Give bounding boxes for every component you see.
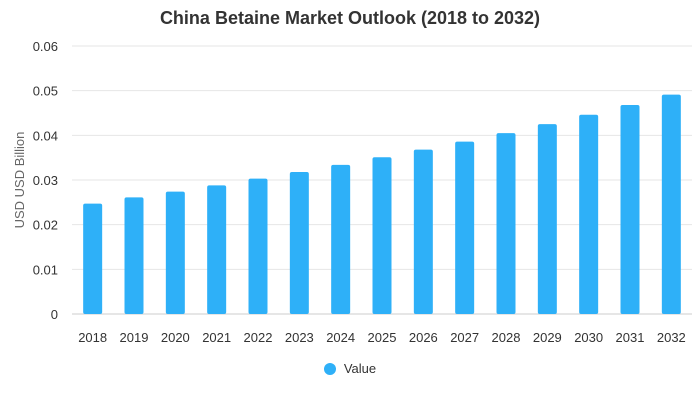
bar [207,185,227,314]
y-tick-label: 0.02 [33,218,58,233]
x-tick-label: 2019 [120,330,149,345]
x-tick-label: 2029 [533,330,562,345]
y-tick-label: 0.01 [33,262,58,277]
x-tick-label: 2027 [450,330,479,345]
bar [413,149,433,314]
x-tick-label: 2028 [492,330,521,345]
bar [455,141,475,314]
x-tick-label: 2030 [574,330,603,345]
bar [83,203,103,314]
bar [124,197,144,314]
y-tick-label: 0.04 [33,128,58,143]
y-tick-label: 0 [51,307,58,322]
legend-swatch [323,362,336,375]
bar [579,114,599,314]
bar [372,157,392,314]
y-tick-label: 0.03 [33,173,58,188]
bar [496,133,516,314]
x-tick-label: 2018 [78,330,107,345]
y-tick-label: 0.06 [33,39,58,54]
y-axis-title: USD USD Billion [12,132,27,229]
bar [537,124,557,315]
x-tick-label: 2026 [409,330,438,345]
x-tick-label: 2025 [368,330,397,345]
bar [248,178,268,314]
x-tick-label: 2021 [202,330,231,345]
bar [661,94,681,314]
x-tick-label: 2023 [285,330,314,345]
x-tick-label: 2020 [161,330,190,345]
bar [165,191,185,314]
bar [289,171,309,314]
chart-title: China Betaine Market Outlook (2018 to 20… [159,8,541,28]
y-tick-label: 0.05 [33,84,58,99]
x-tick-label: 2024 [326,330,355,345]
x-tick-label: 2032 [657,330,686,345]
legend-item-value[interactable]: Value [323,361,377,376]
x-tick-label: 2031 [616,330,645,345]
bar [331,164,351,314]
x-tick-label: 2022 [244,330,273,345]
bar [620,104,640,315]
legend: Value [0,361,700,378]
legend-label: Value [343,361,377,376]
